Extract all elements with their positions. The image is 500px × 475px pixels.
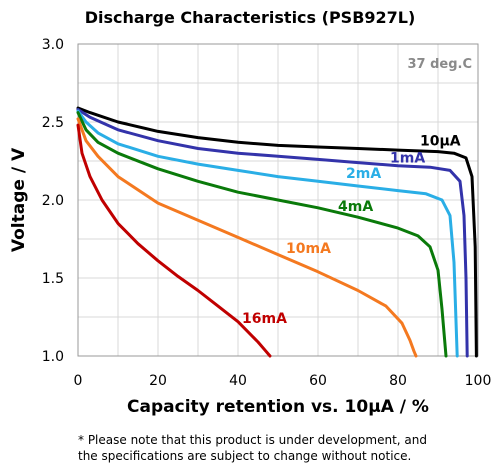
series-label: 2mA: [346, 166, 381, 182]
plot-area: [77, 43, 479, 357]
series-line: [76, 106, 478, 358]
series-lines: [76, 106, 478, 358]
series-labels: 10µA 1mA 2mA 4mA 10mA 16mA: [242, 133, 461, 327]
x-tick-label: 40: [229, 373, 247, 389]
series-line: [76, 109, 459, 358]
series-line: [76, 111, 448, 358]
axis-ticks: 0 20 40 60 80 100 1.0 1.5 2.0 2.5 3.0: [42, 37, 492, 389]
y-tick-label: 2.5: [42, 115, 64, 131]
series-label: 10µA: [420, 133, 461, 149]
x-tick-label: 80: [389, 373, 407, 389]
x-tick-label: 100: [465, 373, 492, 389]
series-label: 10mA: [286, 241, 331, 257]
series-label: 1mA: [390, 151, 425, 167]
series-line: [76, 123, 272, 358]
series-line: [76, 108, 469, 358]
y-tick-label: 3.0: [42, 37, 64, 53]
note-line-1: * Please note that this product is under…: [78, 433, 428, 447]
note-line-2: the specifications are subject to change…: [78, 449, 412, 463]
x-axis-title: Capacity retention vs. 10µA / %: [127, 397, 429, 417]
development-note: * Please note that this product is under…: [78, 432, 427, 464]
series-line: [76, 117, 418, 358]
x-tick-label: 20: [149, 373, 167, 389]
y-axis-title: Voltage / V: [9, 147, 29, 252]
series-label: 16mA: [242, 311, 287, 327]
temperature-annotation: 37 deg.C: [407, 57, 472, 72]
x-tick-label: 60: [309, 373, 327, 389]
y-tick-label: 1.0: [42, 349, 64, 365]
series-label: 4mA: [338, 199, 373, 215]
chart-title: Discharge Characteristics (PSB927L): [84, 8, 416, 27]
y-tick-label: 1.5: [42, 271, 64, 287]
x-tick-label: 0: [74, 373, 83, 389]
y-tick-label: 2.0: [42, 193, 64, 209]
